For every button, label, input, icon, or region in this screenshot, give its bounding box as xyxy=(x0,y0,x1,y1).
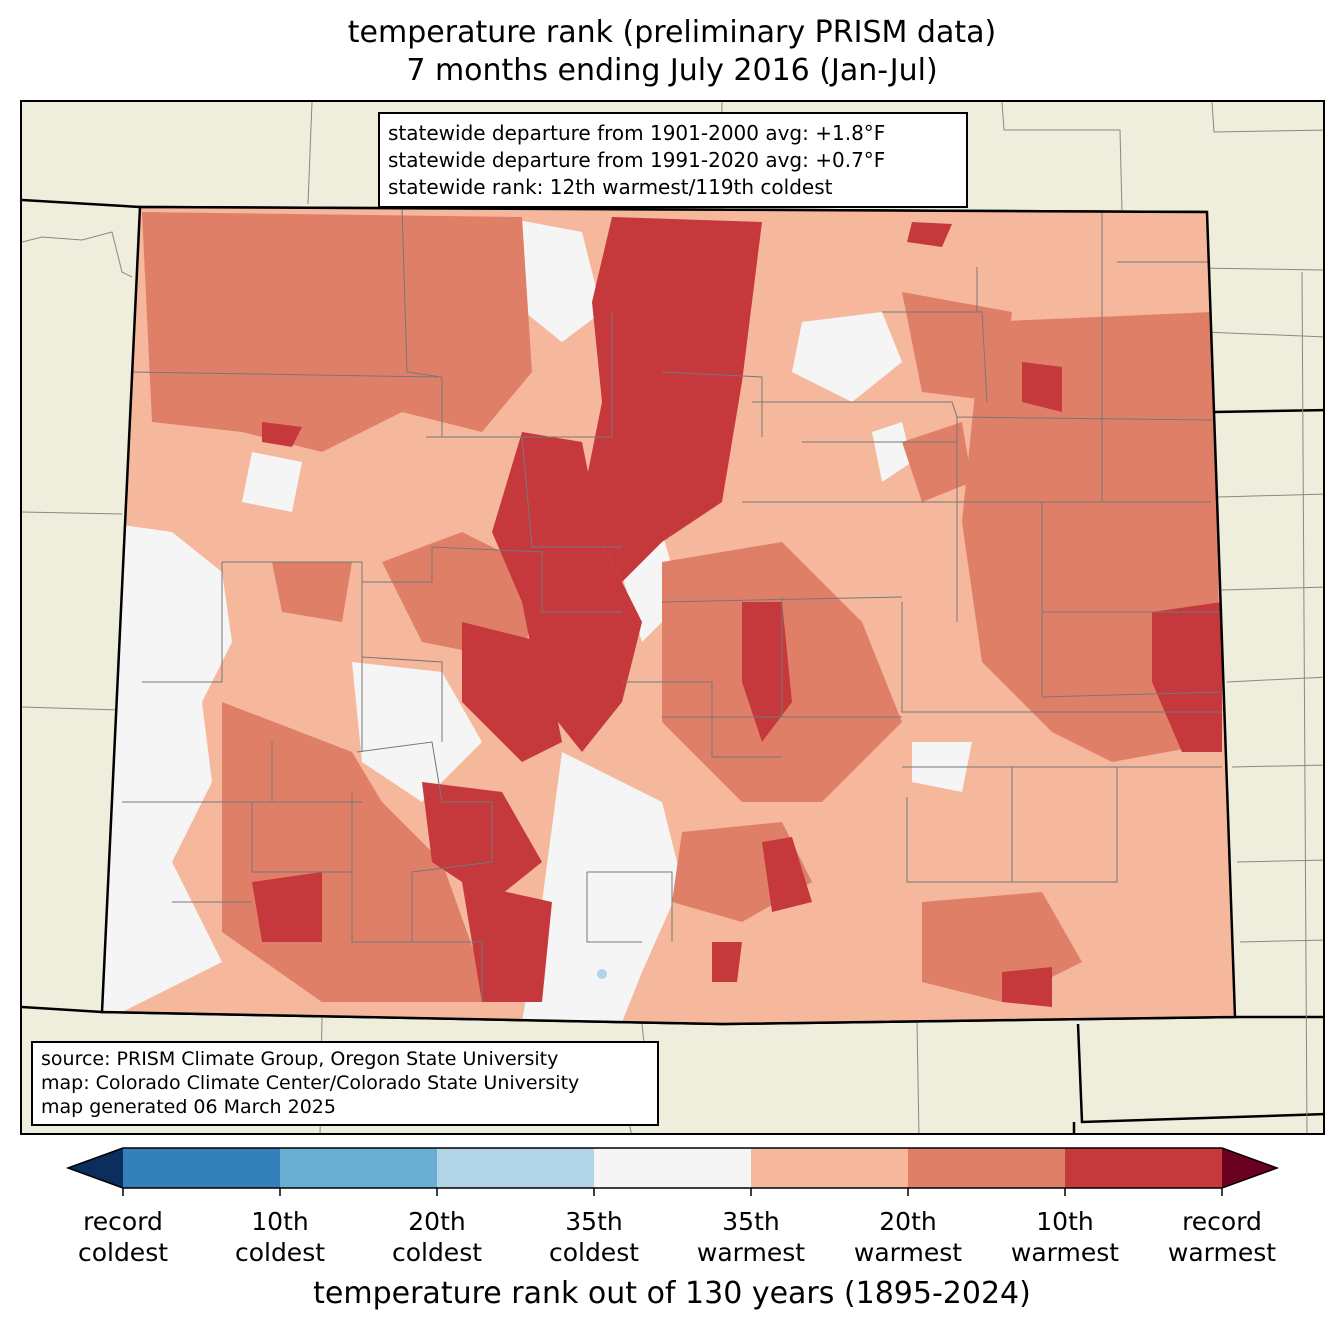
tick-label-line2: warmest xyxy=(1010,1238,1120,1267)
colorbar-tick-label: 20th coldest xyxy=(357,1206,517,1268)
colorbar-tick-label: 35th warmest xyxy=(671,1206,831,1268)
source-line-3: map generated 06 March 2025 xyxy=(41,1096,336,1118)
colorbar-tick-label: 20th warmest xyxy=(828,1206,988,1268)
map-title-line-1: temperature rank (preliminary PRISM data… xyxy=(347,15,997,50)
source-line-2: map: Colorado Climate Center/Colorado St… xyxy=(41,1072,580,1094)
tick-label-line1: 20th xyxy=(408,1207,466,1236)
tick-label-line2: coldest xyxy=(548,1238,640,1267)
tick-label-line2: coldest xyxy=(77,1238,169,1267)
colorbar-bin xyxy=(908,1148,1066,1188)
colorado-border xyxy=(100,205,1237,1026)
tick-label-line1: 35th xyxy=(722,1207,780,1236)
colorbar-tick-label: record warmest xyxy=(1142,1206,1302,1268)
tick-label-line2: coldest xyxy=(391,1238,483,1267)
colorbar-extend-high xyxy=(1222,1148,1277,1188)
colorbar-bin xyxy=(437,1148,595,1188)
ne-ks-border xyxy=(1213,408,1323,414)
colorbar-bin xyxy=(751,1148,909,1188)
source-box: source: PRISM Climate Group, Oregon Stat… xyxy=(31,1041,659,1126)
colorbar-bin xyxy=(123,1148,281,1188)
tick-label-line2: warmest xyxy=(696,1238,806,1267)
stat-rank: statewide rank: 12th warmest/119th colde… xyxy=(388,175,833,199)
colorbar xyxy=(65,1147,1280,1196)
colorbar-bin xyxy=(280,1148,438,1188)
colorado-map xyxy=(22,102,1323,1133)
tick-label-line1: record xyxy=(1182,1207,1262,1236)
colorbar-extend-low xyxy=(68,1148,123,1188)
colorbar-tick-label: record coldest xyxy=(43,1206,203,1268)
rank-10th-warmest xyxy=(252,217,1222,1007)
map-title-line-2: 7 months ending July 2016 (Jan-Jul) xyxy=(406,53,938,88)
map-frame xyxy=(20,100,1325,1135)
colorbar-bin xyxy=(1065,1148,1223,1188)
tick-label-line2: warmest xyxy=(1167,1238,1277,1267)
statewide-stats-box: statewide departure from 1901-2000 avg: … xyxy=(378,112,968,208)
colorado-county-lines xyxy=(122,207,1223,1002)
tick-label-line1: record xyxy=(83,1207,163,1236)
colorbar-tick-label: 35th coldest xyxy=(514,1206,674,1268)
colorbar-tick-label: 10th warmest xyxy=(985,1206,1145,1268)
tick-label-line1: 20th xyxy=(879,1207,937,1236)
colorbar-title: temperature rank out of 130 years (1895-… xyxy=(313,1276,1031,1311)
tick-label-line1: 35th xyxy=(565,1207,623,1236)
colorbar-tick-label: 10th coldest xyxy=(200,1206,360,1268)
tick-label-line1: 10th xyxy=(251,1207,309,1236)
colorbar-bin xyxy=(594,1148,752,1188)
stat-departure-1991-2020: statewide departure from 1991-2020 avg: … xyxy=(388,148,886,172)
tick-label-line2: coldest xyxy=(234,1238,326,1267)
source-line-1: source: PRISM Climate Group, Oregon Stat… xyxy=(41,1048,559,1070)
stat-departure-1901-2000: statewide departure from 1901-2000 avg: … xyxy=(388,121,886,145)
tick-label-line2: warmest xyxy=(853,1238,963,1267)
tick-label-line1: 10th xyxy=(1036,1207,1094,1236)
ok-tx-border xyxy=(1076,1023,1323,1124)
